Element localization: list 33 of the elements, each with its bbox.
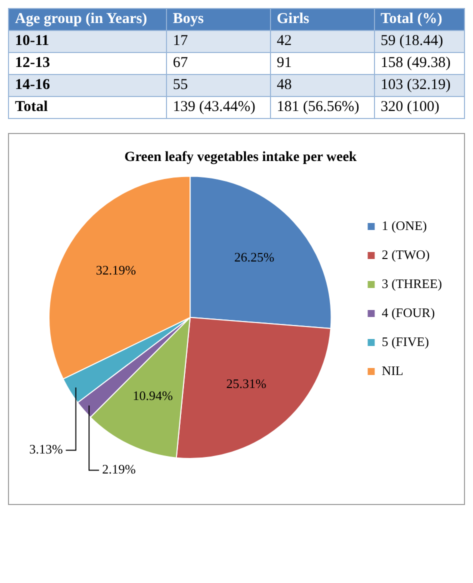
text: 181 (56.56%) xyxy=(276,99,360,115)
text: 103 (32.19) xyxy=(380,77,451,93)
legend-label: 2 (TWO) xyxy=(382,246,430,262)
category-label: Girls xyxy=(270,8,374,30)
category-label: 10-11 xyxy=(15,33,50,49)
text: 59 (18.44) xyxy=(380,33,444,49)
text: 158 (49.38) xyxy=(380,55,451,71)
text: 320 (100) xyxy=(380,99,440,115)
category-label: Age group (in Years) xyxy=(8,8,166,30)
data-label: 32.19% xyxy=(96,262,136,278)
text: 17 xyxy=(172,33,188,49)
category-label: 12-13 xyxy=(15,55,50,71)
legend-label: 4 (FOUR) xyxy=(382,304,435,320)
legend-label: NIL xyxy=(382,362,404,378)
data-label: 26.25% xyxy=(234,249,275,264)
data-label: 2.19% xyxy=(102,462,136,477)
text: 55 xyxy=(172,77,188,93)
text: 42 xyxy=(276,33,292,49)
chart-title: Green leafy vegetables intake per week xyxy=(124,150,357,166)
legend-label: 5 (FIVE) xyxy=(382,334,430,349)
data-label: 3.13% xyxy=(29,442,63,457)
data-label: 25.31% xyxy=(226,376,266,391)
legend-label: 3 (THREE) xyxy=(382,276,442,291)
data-label: 10.94% xyxy=(132,388,173,403)
category-label: Total (%) xyxy=(374,8,464,30)
category-label: Boys xyxy=(166,8,270,30)
text: 67 xyxy=(172,55,188,71)
category-label: Total xyxy=(15,99,48,115)
text: 139 (43.44%) xyxy=(172,99,256,115)
legend-label: 1 (ONE) xyxy=(382,218,427,233)
category-label: 14-16 xyxy=(15,77,50,93)
text: 48 xyxy=(276,77,292,93)
text: 91 xyxy=(276,55,292,71)
